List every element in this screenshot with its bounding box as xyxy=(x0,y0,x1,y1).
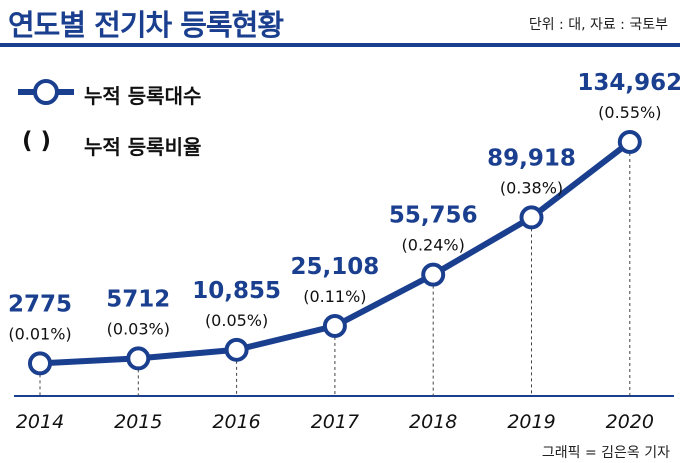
source-note: 단위 : 대, 자료 : 국토부 xyxy=(528,17,668,33)
x-tick-label: 2015 xyxy=(114,411,162,433)
x-tick-label: 2014 xyxy=(16,411,64,433)
x-tick-label: 2018 xyxy=(409,411,457,433)
legend-paren-symbol: ( ) xyxy=(22,128,52,154)
ratio-label: (0.11%) xyxy=(303,287,366,306)
x-tick-label: 2016 xyxy=(212,411,260,433)
chart-title: 연도별 전기차 등록현황 xyxy=(8,8,284,42)
ratio-label: (0.01%) xyxy=(8,324,71,343)
title-divider xyxy=(0,43,680,47)
data-point xyxy=(519,205,544,230)
value-label: 5712 xyxy=(106,286,170,312)
value-label: 25,108 xyxy=(291,254,380,280)
data-point xyxy=(28,351,52,376)
ratio-label: (0.38%) xyxy=(500,178,563,197)
data-point xyxy=(421,262,446,287)
ratio-label: (0.24%) xyxy=(402,236,465,255)
ratio-label: (0.03%) xyxy=(107,319,170,338)
legend-line-marker xyxy=(18,79,74,105)
data-point xyxy=(617,130,642,154)
data-point xyxy=(322,313,347,338)
value-label: 10,855 xyxy=(192,278,281,304)
ratio-label: (0.55%) xyxy=(598,103,661,122)
value-label: 2775 xyxy=(8,291,72,317)
x-tick-label: 2020 xyxy=(606,411,654,433)
legend-label-registrations: 누적 등록대수 xyxy=(84,84,202,108)
ratio-label: (0.05%) xyxy=(205,311,268,330)
data-point xyxy=(224,337,249,362)
x-tick-label: 2019 xyxy=(507,411,555,433)
x-tick-label: 2017 xyxy=(311,411,359,433)
value-label: 89,918 xyxy=(487,145,576,171)
legend-label-ratio: 누적 등록비율 xyxy=(84,135,202,159)
data-point xyxy=(126,346,151,371)
value-label: 134,962 xyxy=(577,70,680,96)
graphic-credit: 그래픽 = 김은옥 기자 xyxy=(541,445,670,461)
value-label: 55,756 xyxy=(389,203,478,229)
